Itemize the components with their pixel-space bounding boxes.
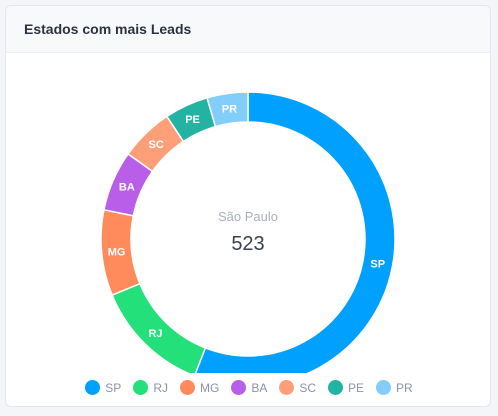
legend-label: PR [396,380,413,395]
legend-label: SP [105,380,122,395]
slice-sp[interactable] [194,91,396,373]
legend-item-sc[interactable]: SC [279,380,316,395]
legend-item-mg[interactable]: MG [179,380,220,395]
legend-label: BA [251,380,268,395]
legend-label: SC [299,380,317,395]
legend-item-ba[interactable]: BA [231,380,267,395]
legend-label: PE [348,380,365,395]
donut-chart: SP RJ MG BA SC PE PR São Paulo 523 [100,91,396,373]
card-title: Estados com mais Leads [24,21,192,37]
slice-label-mg: MG [108,247,126,259]
slice-label-sc: SC [149,139,164,151]
legend-dot [328,380,344,395]
center-label: São Paulo [218,209,278,224]
legend-item-pe[interactable]: PE [328,380,364,395]
legend-item-sp[interactable]: SP [85,380,121,395]
chart-legend: SP RJ MG BA SC PE PR [6,380,490,395]
center-value: 523 [231,233,264,255]
card-header: Estados com mais Leads [6,6,490,53]
slice-label-pr: PR [222,103,237,115]
legend-item-rj[interactable]: RJ [133,380,168,395]
legend-dot [279,380,295,395]
legend-label: RJ [153,380,168,395]
legend-dot [231,380,247,395]
leads-by-state-card: Estados com mais Leads SP RJ MG BA SC PE PR Sã… [5,5,491,407]
slice-label-pe: PE [185,114,200,126]
legend-dot [133,380,149,395]
slice-label-ba: BA [119,182,135,194]
legend-dot [376,380,392,395]
slice-pr[interactable] [206,91,249,128]
legend-item-pr[interactable]: PR [376,380,413,395]
slice-label-rj: RJ [148,328,162,340]
legend-label: MG [199,380,220,395]
legend-dot [85,380,101,395]
slice-label-sp: SP [370,258,385,270]
chart-area: SP RJ MG BA SC PE PR São Paulo 523 SP RJ MG BA SC P… [6,53,490,406]
legend-dot [179,380,195,395]
